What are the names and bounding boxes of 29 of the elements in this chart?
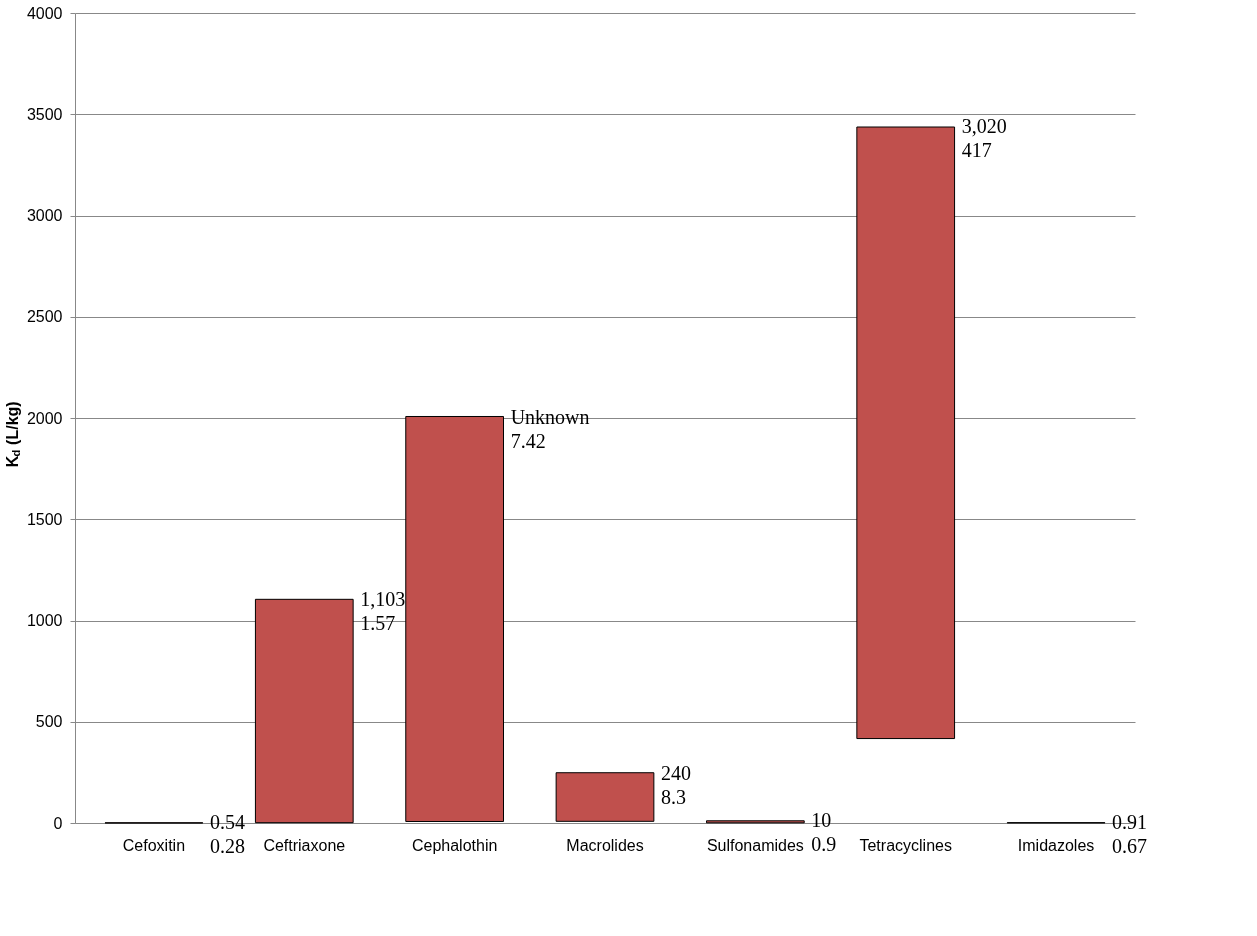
annotation: 0.54 0.28 (209, 810, 245, 857)
bar (705, 820, 805, 824)
bar (254, 598, 354, 824)
bar (405, 416, 505, 822)
y-tick-label: 1500 (26, 510, 63, 528)
annotation: Unknown 7.42 (510, 406, 590, 452)
y-axis-title: Kd (L/kg) (4, 401, 22, 468)
annotation: 1,103 1.57 (360, 587, 406, 634)
x-tick-label: Cefoxitin (122, 836, 186, 854)
y-tick-label: 3000 (26, 207, 63, 224)
y-tick-label: 2000 (26, 409, 63, 427)
x-tick-label: Imidazoles (1017, 836, 1095, 854)
annotation: 10 0.9 (811, 808, 837, 855)
bar (856, 126, 956, 740)
x-tick-label: Ceftriaxone (263, 836, 346, 854)
bar (555, 772, 655, 822)
y-tick-label: 1000 (26, 612, 63, 629)
x-tick-label: Macrolides (566, 836, 644, 854)
y-tick-label: 0 (53, 814, 63, 832)
annotation: 0.91 0.67 (1112, 810, 1148, 857)
y-tick-label: 500 (35, 713, 63, 731)
x-tick-label: Cephalothin (411, 836, 498, 854)
x-tick-label: Tetracyclines (859, 836, 952, 854)
y-tick-label: 4000 (26, 4, 63, 22)
x-tick-label: Sulfonamides (706, 836, 804, 854)
y-tick-label: 3500 (26, 105, 63, 123)
annotation: 3,020 417 (961, 115, 1007, 162)
y-tick-label: 2500 (26, 308, 63, 326)
annotation: 240 8.3 (661, 762, 691, 809)
